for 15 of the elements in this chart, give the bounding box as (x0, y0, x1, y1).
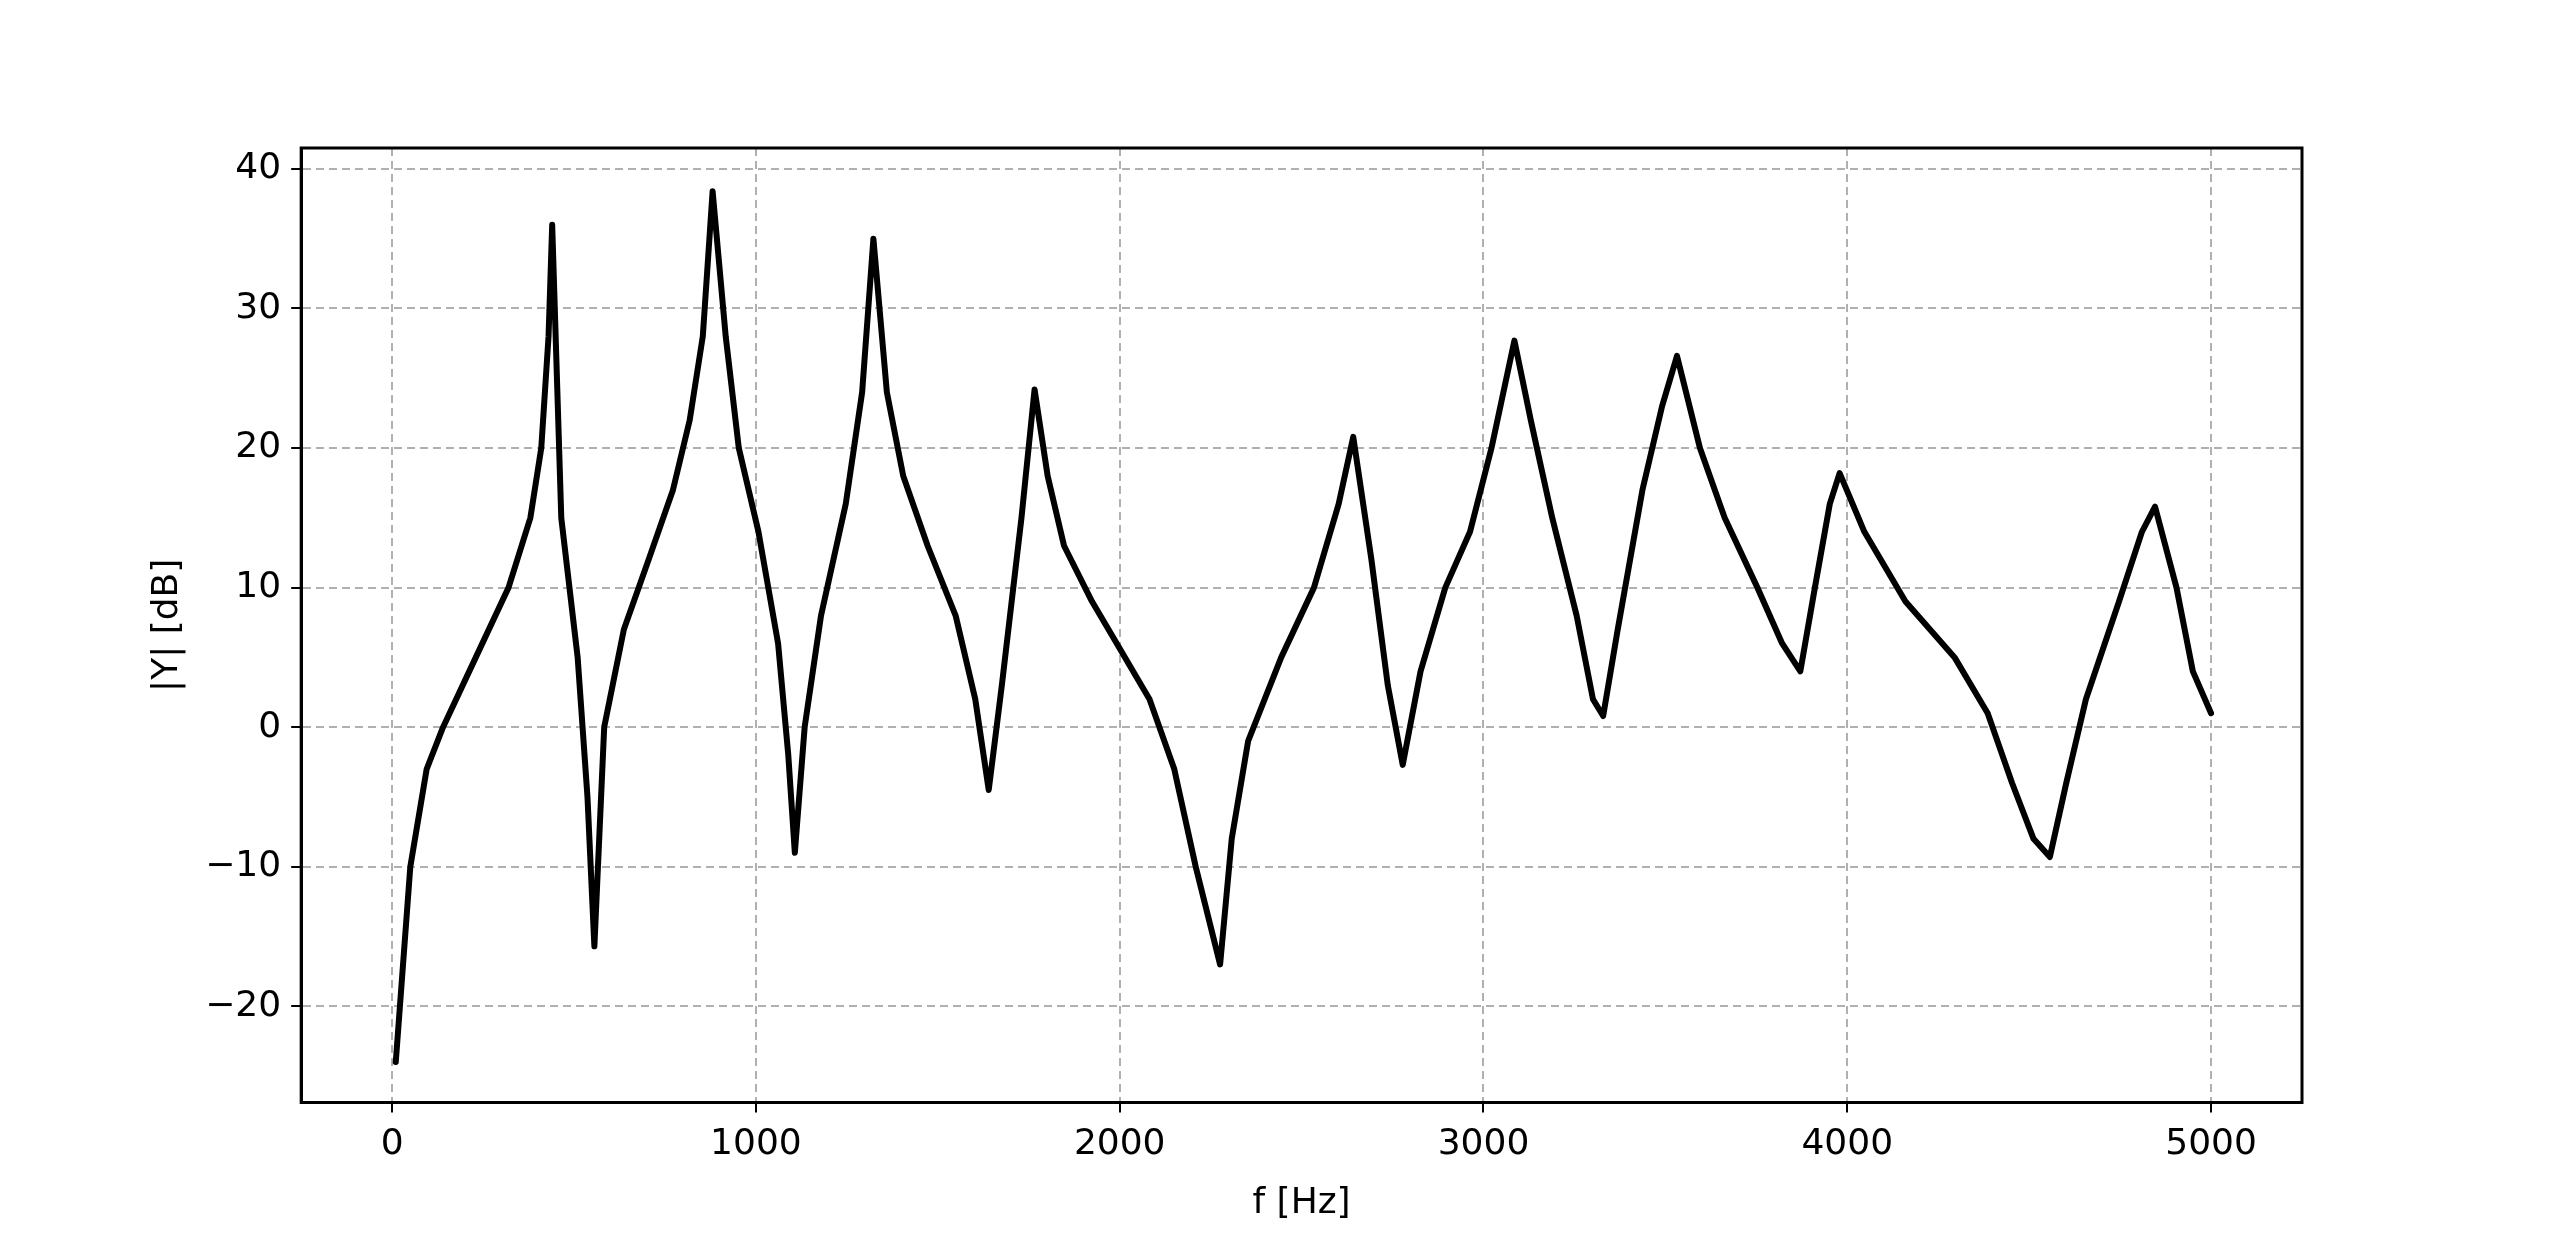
y-tick-label: 20 (235, 424, 282, 466)
x-tick-label: 4000 (1801, 1120, 1894, 1162)
y-tick-label: −20 (205, 982, 282, 1024)
x-axis-title: f [Hz] (1252, 1179, 1351, 1221)
x-tick-label: 3000 (1437, 1120, 1530, 1162)
y-tick-label: 0 (258, 703, 282, 745)
y-tick-label: 40 (235, 145, 282, 187)
x-tick-label: 1000 (710, 1120, 802, 1162)
y-tick-label: 30 (235, 284, 282, 326)
y-tick-label: −10 (205, 843, 282, 885)
x-tick-label: 2000 (1073, 1120, 1166, 1162)
y-axis-title: |Y| [dB] (143, 558, 186, 692)
x-tick-label: 0 (380, 1120, 404, 1162)
x-tick-label: 5000 (2165, 1120, 2257, 1162)
y-tick-label: 10 (235, 563, 282, 605)
